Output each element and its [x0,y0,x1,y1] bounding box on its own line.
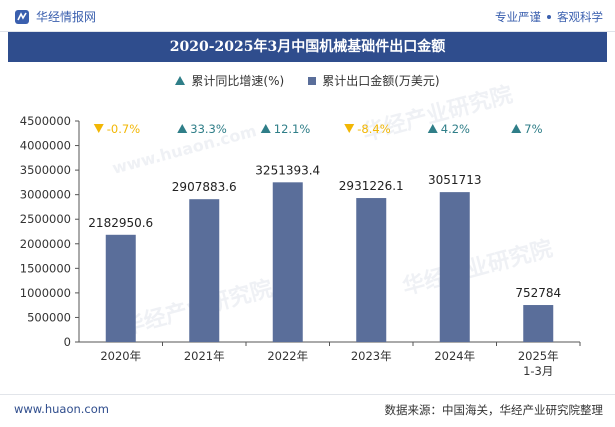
legend-label-growth: 累计同比增速(%) [191,74,285,88]
bar-export [523,305,554,342]
triangle-down-icon [344,124,355,133]
legend-label-export: 累计出口金额(万美元) [322,74,440,88]
slogan: 专业严谨 客观科学 [495,9,603,25]
y-tick-label: 2000000 [20,237,71,251]
legend-item-growth: 累计同比增速(%) [175,72,284,89]
y-tick-label: 4000000 [20,139,71,153]
dot-separator-icon [547,15,551,19]
triangle-up-icon [260,124,271,133]
triangle-up-icon [175,76,186,85]
x-tick-label: 2020年 [100,349,141,363]
chart-legend: 累计同比增速(%) 累计出口金额(万美元) [0,72,615,89]
slogan-left: 专业严谨 [495,10,541,24]
triangle-up-icon [511,124,522,133]
data-label-export: 2931226.1 [339,179,404,193]
x-tick-label: 2025年 [518,349,559,363]
footer-url[interactable]: www.huaon.com [14,402,109,416]
footer: www.huaon.com 数据来源：中国海关，华经产业研究院整理 [0,394,615,427]
brand[interactable]: 华经情报网 [14,8,96,25]
bar-export [356,198,387,342]
chart-title: 2020-2025年3月中国机械基础件出口金额 [8,32,607,62]
x-tick-label: 1-3月 [523,364,553,378]
legend-swatch-export [308,76,317,85]
x-tick-label: 2024年 [434,349,475,363]
brand-logo-icon [15,9,29,24]
growth-label: -0.7% [107,122,140,136]
bar-export [105,234,136,342]
chart-area: 0 500000 1000000 1500000 2000000 2500000 30000… [20,114,581,378]
slogan-right: 客观科学 [557,10,603,24]
growth-label: 7% [524,122,542,136]
growth-label: 33.3% [190,122,227,136]
triangle-down-icon [93,124,104,133]
y-tick-label: 2500000 [20,212,71,226]
y-tick-label: 500000 [27,310,71,324]
bar-export [439,192,470,342]
triangle-up-icon [177,124,188,133]
y-tick-label: 4500000 [20,114,71,128]
data-label-export: 3051713 [428,173,481,187]
brand-name: 华经情报网 [36,10,97,24]
bar-export [189,199,220,342]
growth-label: 4.2% [441,122,470,136]
growth-label: 12.1% [274,122,311,136]
triangle-up-icon [427,124,438,133]
y-tick-label: 3000000 [20,188,71,202]
footer-source: 数据来源：中国海关，华经产业研究院整理 [384,403,604,417]
growth-label: -8.4% [357,122,390,136]
top-bar: 华经情报网 专业严谨 客观科学 [0,0,615,32]
data-label-export: 2907883.6 [172,180,237,194]
y-tick-label: 1000000 [20,286,71,300]
x-tick-label: 2022年 [267,349,308,363]
data-label-export: 3251393.4 [255,163,320,177]
x-tick-label: 2023年 [351,349,392,363]
y-tick-label: 1500000 [20,261,71,275]
data-label-export: 2182950.6 [88,216,153,230]
legend-item-export: 累计出口金额(万美元) [308,72,440,89]
y-tick-label: 0 [64,335,71,349]
bar-export [272,182,303,342]
data-label-export: 752784 [515,286,561,300]
x-tick-label: 2021年 [184,349,225,363]
y-tick-label: 3500000 [20,163,71,177]
